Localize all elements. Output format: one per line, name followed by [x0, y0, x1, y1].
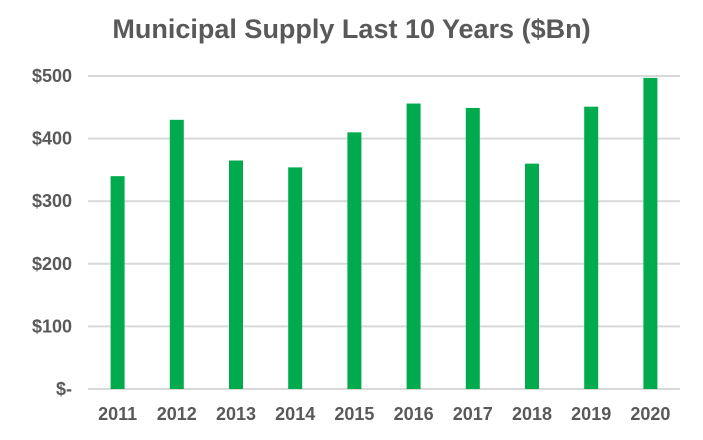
bar-2017: [465, 107, 480, 390]
chart-title: Municipal Supply Last 10 Years ($Bn): [112, 14, 591, 44]
x-tick-label: 2015: [334, 404, 374, 424]
bar-2015: [347, 132, 362, 389]
x-tick-label: 2020: [630, 404, 670, 424]
x-tick-label: 2019: [571, 404, 611, 424]
y-tick-label: $400: [32, 129, 72, 149]
bar-2011: [110, 176, 125, 389]
bar-2014: [288, 167, 303, 389]
bar-2020: [643, 77, 658, 390]
y-tick-label: $300: [32, 191, 72, 211]
y-tick-label: $500: [32, 66, 72, 86]
bar-2012: [169, 119, 184, 389]
bar-2013: [229, 160, 243, 389]
y-tick-label: $200: [32, 254, 72, 274]
bar-2019: [584, 106, 599, 389]
y-tick-label: $-: [56, 379, 72, 399]
x-tick-label: 2011: [98, 404, 137, 424]
bar-2018: [525, 163, 539, 389]
x-tick-label: 2013: [216, 404, 256, 424]
x-tick-label: 2014: [275, 404, 315, 424]
x-tick-label: 2018: [512, 404, 552, 424]
x-tick-label: 2016: [394, 404, 434, 424]
bar-2016: [406, 103, 421, 389]
y-tick-label: $100: [32, 316, 72, 336]
x-tick-label: 2012: [157, 404, 197, 424]
x-tick-label: 2017: [453, 404, 493, 424]
